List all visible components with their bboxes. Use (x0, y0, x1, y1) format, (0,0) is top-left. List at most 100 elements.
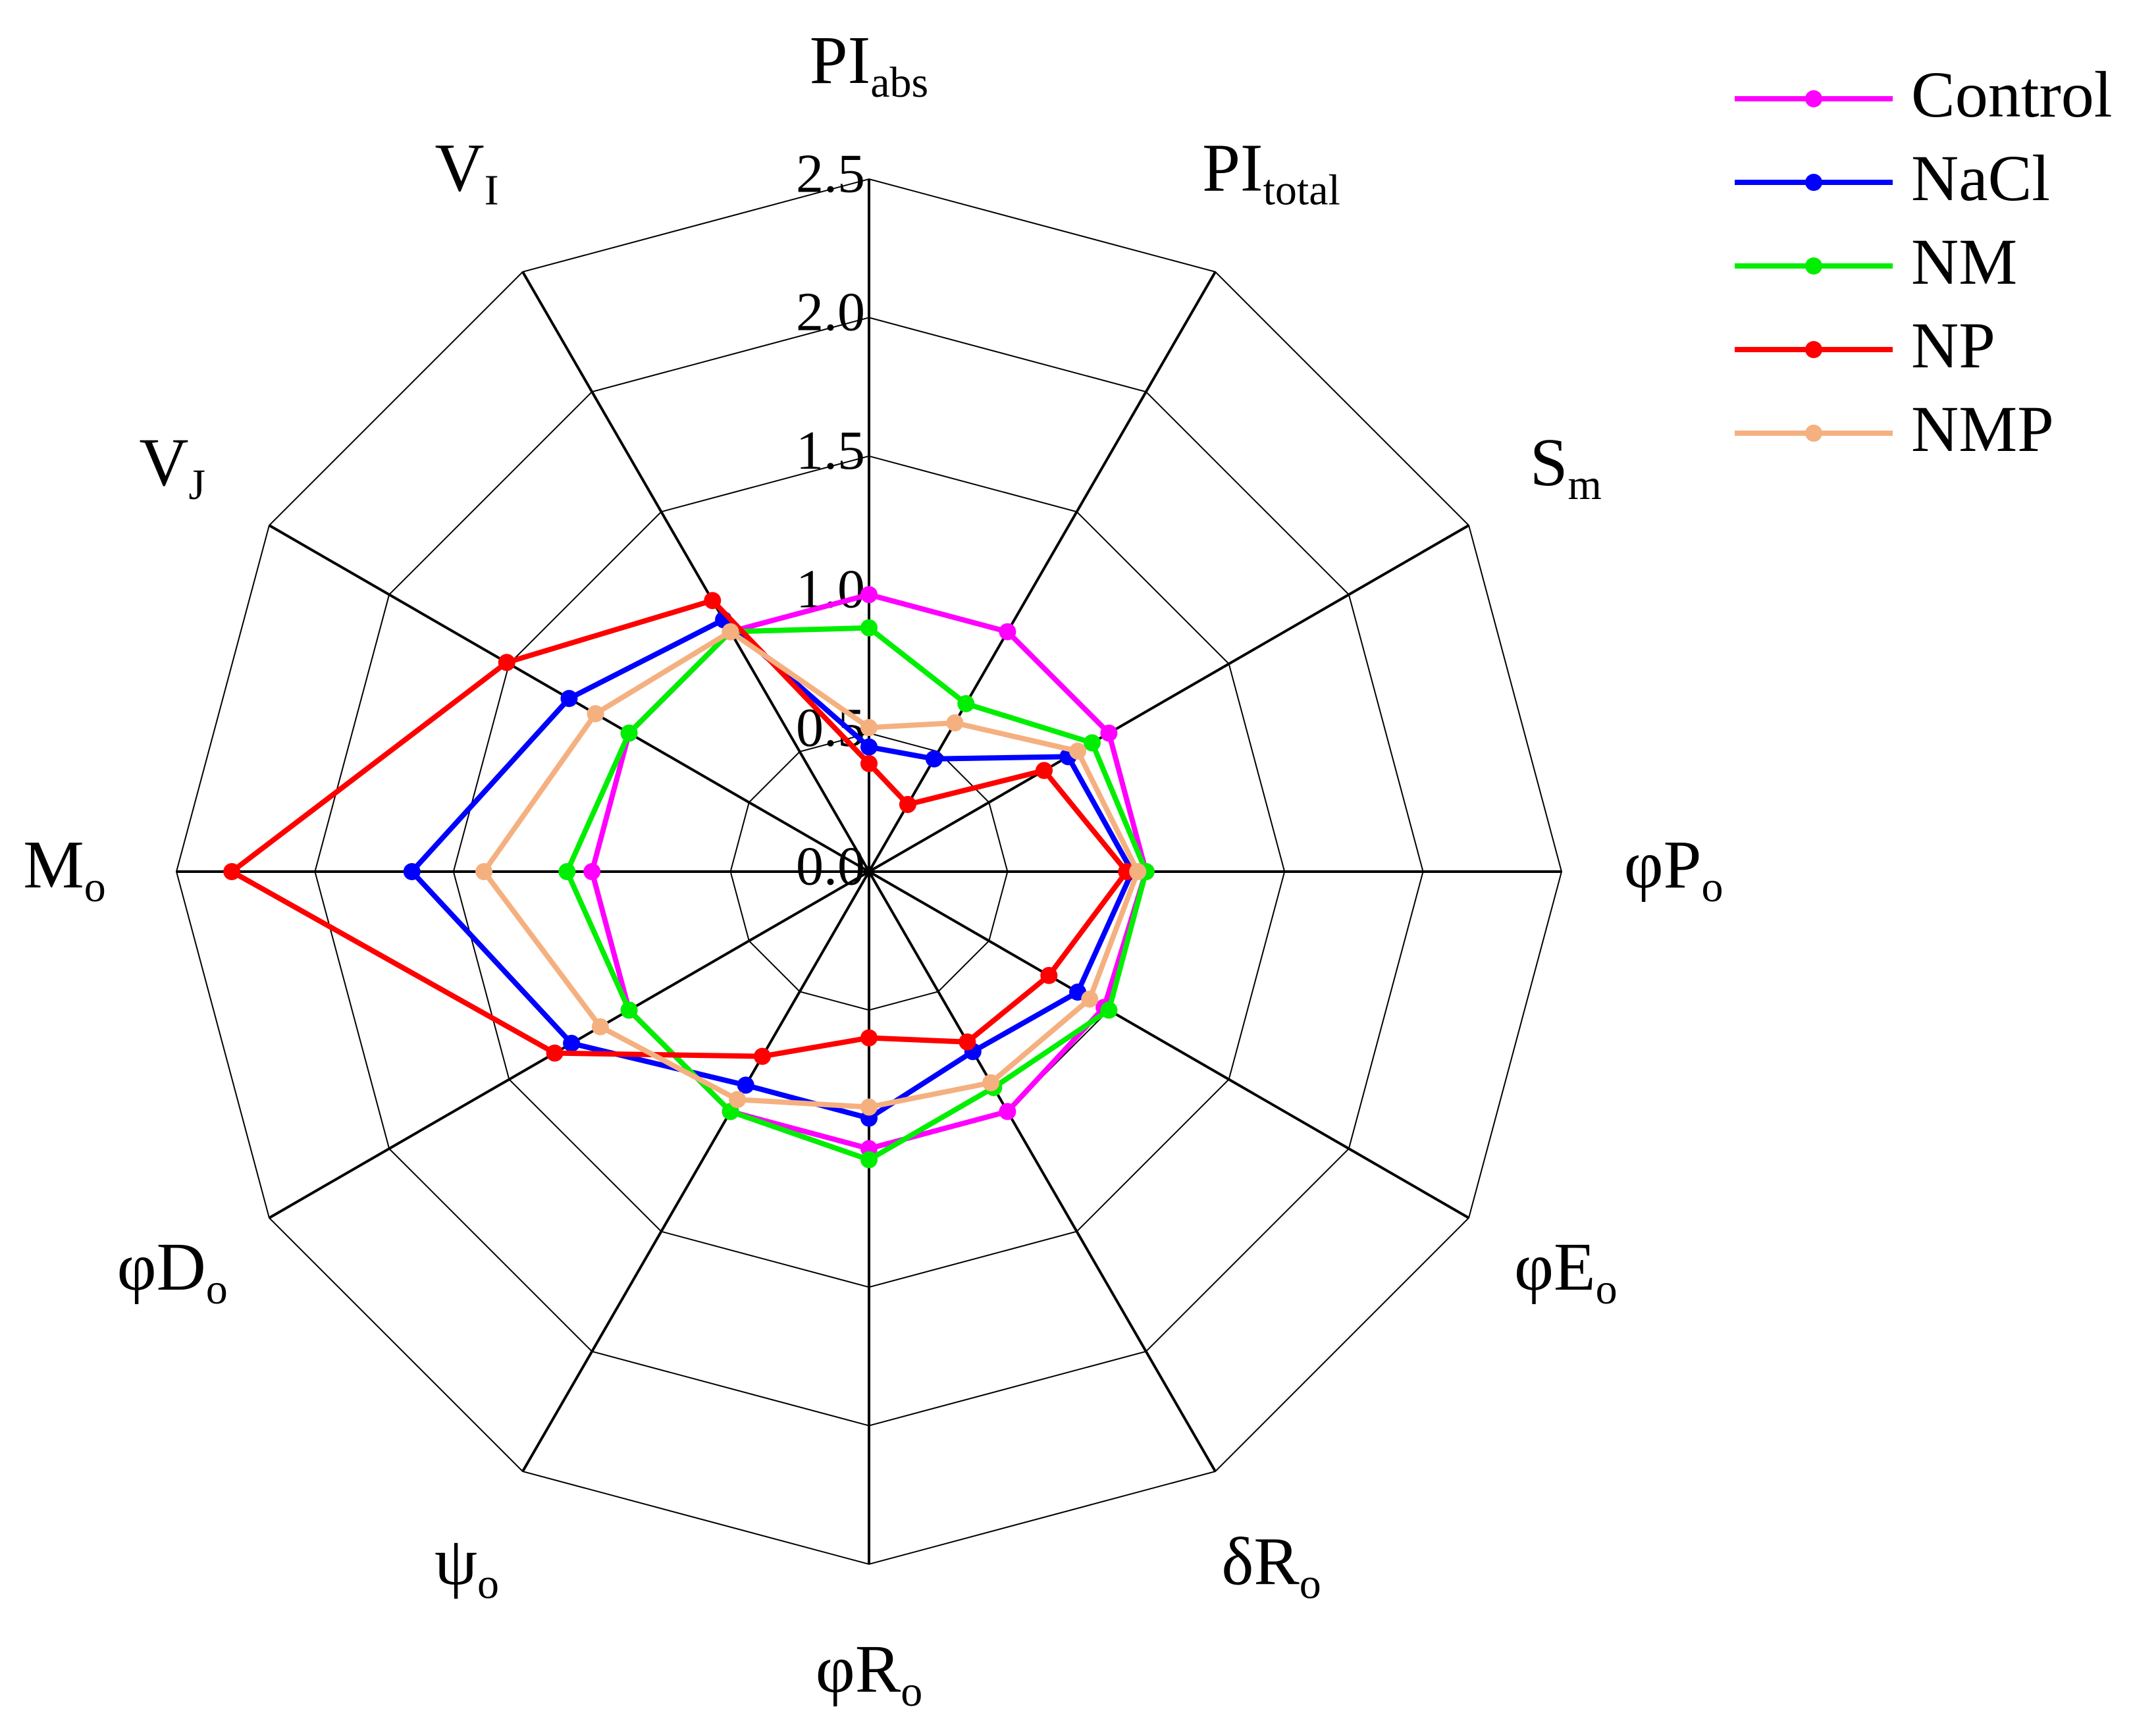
axis-spoke (868, 871, 1217, 1473)
data-point (583, 863, 601, 880)
data-point (704, 592, 722, 610)
data-point (860, 1029, 878, 1047)
axis-label: Mo (23, 827, 105, 911)
axis-label-sub: abs (870, 59, 928, 107)
data-point (1036, 762, 1053, 779)
legend-label: NM (1911, 225, 2017, 298)
data-point (498, 654, 515, 671)
axis-label-main: PI (810, 22, 870, 98)
axis-label: φEo (1514, 1229, 1618, 1313)
data-point (925, 750, 943, 768)
axis-label-main: φR (816, 1631, 901, 1707)
data-point (563, 1034, 581, 1052)
legend-marker (1805, 425, 1822, 442)
axis-label-sub: o (1596, 1265, 1618, 1313)
legend-label: NMP (1911, 392, 2054, 465)
series-line (409, 617, 1135, 1121)
axis-label: δRo (1221, 1523, 1321, 1608)
axis-label: VJ (139, 425, 205, 509)
data-point (403, 863, 421, 880)
axis-label-sub: o (206, 1265, 228, 1313)
axis-label-main: δR (1221, 1523, 1300, 1599)
data-point (1129, 863, 1147, 880)
axis-label-main: φE (1514, 1229, 1596, 1305)
r-tick-label: 2.5 (796, 143, 865, 204)
axis-label: VI (434, 130, 498, 215)
r-tick-label: 2.0 (796, 282, 865, 343)
axis-label: φDo (117, 1229, 228, 1313)
data-point (1083, 734, 1101, 752)
data-point (999, 623, 1016, 641)
axis-label-main: φP (1624, 827, 1702, 903)
axis-label-sub: total (1263, 167, 1340, 215)
axis-label: PIabs (810, 22, 928, 107)
data-point (546, 1044, 564, 1062)
data-point (560, 690, 578, 707)
axis-label: PItotal (1202, 130, 1340, 215)
axis-label: ψo (434, 1523, 499, 1608)
data-point (899, 795, 916, 813)
data-point (591, 1018, 609, 1036)
axis-spoke (868, 271, 1217, 873)
axis-label-main: φD (117, 1229, 206, 1305)
axis-label-sub: o (901, 1668, 922, 1716)
data-point (587, 705, 604, 723)
axis-label-main: V (434, 130, 484, 206)
data-point (1040, 966, 1058, 984)
axis-label-main: V (139, 425, 188, 500)
legend-marker (1805, 257, 1822, 275)
data-point (223, 863, 241, 880)
axis-label-main: S (1530, 425, 1568, 500)
data-point (753, 1047, 771, 1065)
data-point (620, 1001, 638, 1019)
data-point (1081, 990, 1099, 1008)
axis-label-main: ψ (434, 1523, 477, 1599)
axis-label-sub: I (485, 167, 499, 215)
axis-spoke (521, 871, 870, 1473)
legend-marker (1805, 174, 1822, 191)
axis-spoke (868, 870, 1470, 1219)
data-point (475, 863, 493, 880)
data-point (860, 719, 878, 737)
data-point (982, 1074, 1000, 1092)
axis-label-sub: o (84, 863, 106, 911)
data-point (860, 1151, 878, 1169)
axis-label-sub: J (188, 461, 205, 509)
r-tick-label: 1.5 (796, 420, 865, 481)
axis-label: Sm (1530, 425, 1602, 509)
legend-marker (1805, 341, 1822, 358)
axis-label: φPo (1624, 827, 1724, 911)
data-point (558, 863, 576, 880)
data-point (722, 623, 739, 641)
axis-label-sub: o (1300, 1560, 1321, 1608)
data-point (1100, 724, 1118, 742)
axis-label-sub: o (477, 1560, 499, 1608)
legend-label: NaCl (1911, 142, 2050, 215)
data-point (620, 724, 638, 742)
data-point (860, 1098, 878, 1116)
axis-spoke (868, 524, 1470, 873)
data-point (860, 619, 878, 637)
data-point (737, 1076, 754, 1094)
data-point (860, 738, 878, 756)
data-point (999, 1103, 1016, 1120)
axis-label: φRo (816, 1631, 922, 1716)
legend-label: NP (1911, 309, 1995, 382)
legend-label: Control (1911, 58, 2113, 131)
data-point (959, 1033, 976, 1051)
axis-label-sub: o (1701, 863, 1723, 911)
axis-label-sub: m (1568, 461, 1602, 509)
legend-marker (1805, 90, 1822, 107)
data-point (946, 714, 964, 732)
r-tick-label: 0.0 (796, 835, 865, 897)
data-point (1100, 1001, 1118, 1019)
data-point (729, 1091, 747, 1109)
data-point (860, 754, 878, 772)
data-point (860, 586, 878, 604)
data-point (957, 695, 975, 712)
data-point (1069, 742, 1087, 760)
series-line (229, 598, 1130, 1059)
axis-spoke (521, 271, 870, 873)
axis-label-main: PI (1202, 130, 1263, 206)
